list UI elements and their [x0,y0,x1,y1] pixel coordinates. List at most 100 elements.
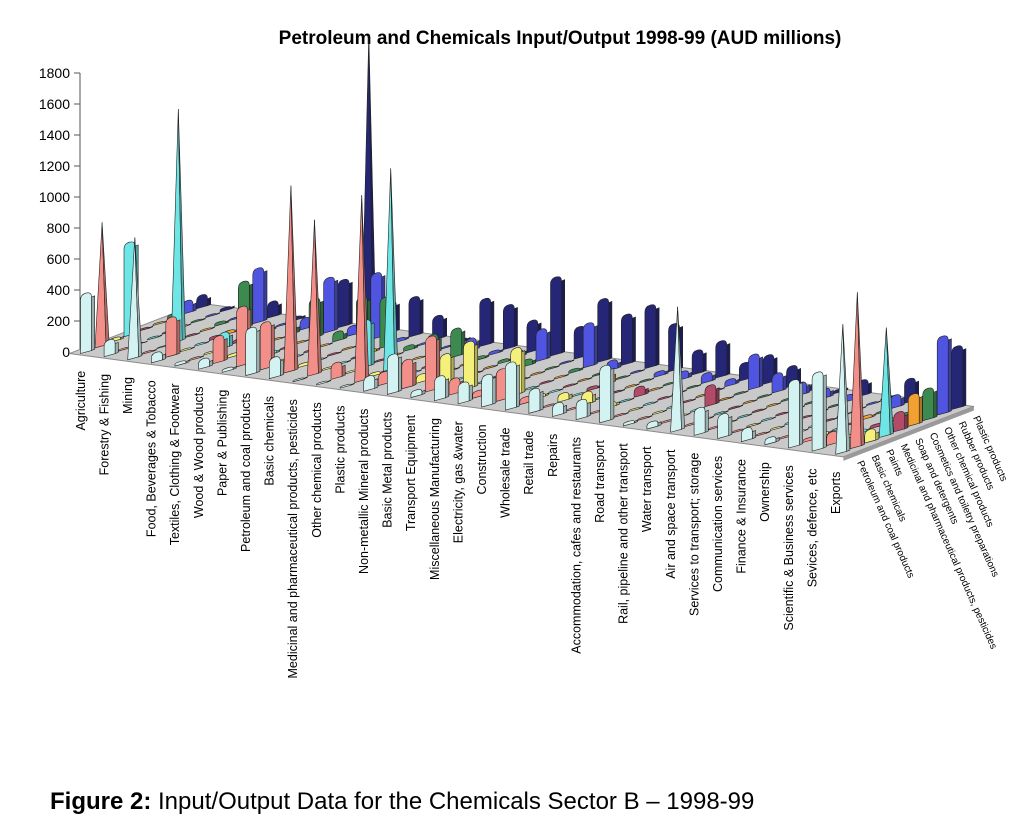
x-tick-label: Paper & Publishing [215,390,229,496]
bar-shape [762,354,775,385]
bar-shape [410,389,423,398]
bar-shape [425,335,437,393]
bar-1-6 [190,317,206,324]
bar-shape [327,352,339,357]
bar-shape [180,347,192,353]
bar-shape [199,327,212,333]
bar-17-8 [597,298,613,363]
bar-24-7 [748,353,763,391]
bar-side [134,237,143,358]
bar-shape [613,412,626,418]
bar-side [806,384,811,394]
bar-shape [387,353,399,395]
bar-side [229,334,233,347]
y-tick-label: 0 [62,344,70,360]
bar-12-0 [363,375,379,392]
bar-side [263,270,268,322]
bar-side [886,327,894,435]
bar-side [655,307,660,366]
bar-shape [363,375,375,392]
bar-side [962,348,967,407]
bar-25-6 [757,393,772,400]
bar-32-5 [907,393,923,427]
bar-side [586,401,591,418]
bar-13-7 [488,348,504,356]
bar-shape [788,379,800,449]
bar-shape [715,340,727,379]
bar-1-8 [219,305,235,313]
bar-3-0 [151,351,166,364]
bar-side [91,295,95,351]
x-tick-label: Wood & Wood products [192,387,206,519]
bar-side [644,387,649,395]
bar-3-8 [267,300,282,319]
bar-shape [691,349,704,376]
bar-25-4 [728,404,743,411]
bar-shape [586,385,599,392]
bar-shape [194,341,207,347]
bar-shape [760,417,773,423]
bar-shape [951,345,963,410]
bar-2-3 [170,108,186,344]
bar-18-8 [621,313,636,366]
bar-side [593,325,598,366]
bar-shape [147,335,159,341]
bar-side [514,307,518,348]
bar-side [314,219,322,374]
bar-side [521,350,526,394]
bar-shape [686,384,698,390]
bar-22-6 [686,383,702,390]
y-tick-label: 1200 [39,158,70,174]
bar-shape [450,327,462,359]
bar-1-3 [147,334,163,341]
bar-shape [190,318,203,324]
bar-shape [544,366,557,371]
bar-shape [623,420,635,427]
bar-28-0 [741,427,756,443]
bar-20-0 [552,401,567,417]
y-tick-label: 1800 [39,65,70,81]
bar-7-0 [245,326,261,376]
bar-26-5 [766,402,782,408]
bar-25-3 [713,410,729,416]
bar-side [348,281,353,326]
bar-side [632,316,636,363]
bar-shape [323,276,335,334]
bar-side [474,343,478,387]
bar-shape [751,408,764,414]
x-tick-label: Other chemical products [310,402,324,537]
bar-shape [559,360,571,366]
bar-32-3 [878,327,894,438]
bar-shape [646,420,659,430]
bar-2-6 [214,319,230,327]
bar-18-5 [577,376,593,383]
bar-side [209,359,213,367]
bar-19-8 [644,304,660,369]
bar-shape [733,391,746,396]
bar-shape [568,367,580,374]
bar-shape [615,375,628,381]
bar-shape [292,377,305,383]
bar-shape [737,414,749,419]
bar-shape [530,371,542,377]
bar-26-3 [737,413,753,419]
bar-shape [403,344,415,352]
x-tick-label: Mining [121,377,135,414]
bar-side [280,359,284,377]
bar-side [419,299,424,335]
bar-side [278,303,282,316]
bar-30-7 [889,394,905,410]
bar-shape [457,381,470,405]
bar-side [296,326,300,334]
x-tick-label: Agriculture [74,371,88,431]
bar-19-2 [557,392,573,403]
bar-side [561,279,565,354]
bar-side [341,364,346,377]
bar-20-7 [653,370,669,378]
bar-side [875,431,880,441]
bar-side [715,387,720,405]
bar-shape [552,401,564,417]
bar-32-8 [951,345,967,410]
bar-15-7 [535,328,551,362]
